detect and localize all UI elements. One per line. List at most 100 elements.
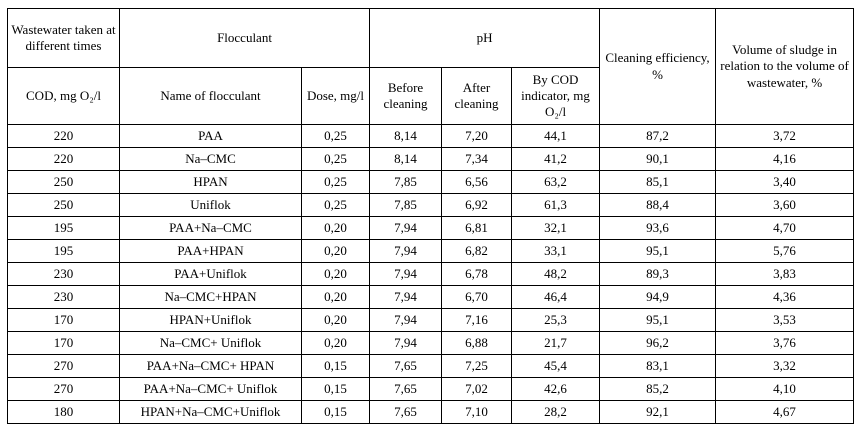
table-cell: 32,1: [511, 216, 601, 240]
table-cell: HPAN+Na–CMC+Uniflok: [119, 400, 302, 424]
table-cell: 0,20: [300, 239, 371, 263]
table-cell: 83,1: [599, 354, 717, 378]
table-cell: Na–CMC+ Uniflok: [119, 331, 302, 355]
table-cell: 42,6: [511, 377, 601, 401]
table-cell: 4,16: [715, 147, 855, 171]
table-cell: PAA+Uniflok: [119, 262, 302, 286]
table-cell: 250: [7, 193, 120, 217]
table-cell: 28,2: [511, 400, 601, 424]
table-cell: 6,78: [441, 262, 513, 286]
table-cell: 195: [7, 216, 120, 240]
table-cell: 41,2: [511, 147, 601, 171]
table-cell: 195: [7, 239, 120, 263]
table-cell: 95,1: [599, 308, 717, 332]
table-row: 220 PAA 0,25 8,14 7,20 44,1 87,2 3,72: [7, 124, 855, 148]
table-cell: 230: [7, 262, 120, 286]
table-cell: PAA+Na–CMC+ Uniflok: [119, 377, 302, 401]
header-before-cleaning: Before cleaning: [369, 67, 443, 125]
table-row: 250 HPAN 0,25 7,85 6,56 63,2 85,1 3,40: [7, 170, 855, 194]
table-cell: 7,94: [369, 216, 443, 240]
table-cell: 87,2: [599, 124, 717, 148]
table-cell: 4,10: [715, 377, 855, 401]
table-cell: 45,4: [511, 354, 601, 378]
table-cell: PAA+Na–CMC+ HPAN: [119, 354, 302, 378]
table-cell: 21,7: [511, 331, 601, 355]
table-cell: 85,1: [599, 170, 717, 194]
table-row: 230 PAA+Uniflok 0,20 7,94 6,78 48,2 89,3 3,83: [7, 262, 855, 286]
table-cell: 3,40: [715, 170, 855, 194]
header-ph-group: pH: [369, 8, 601, 68]
table-cell: 170: [7, 331, 120, 355]
table-cell: 85,2: [599, 377, 717, 401]
header-after-cleaning: After cleaning: [441, 67, 513, 125]
table-cell: 7,85: [369, 193, 443, 217]
table-cell: 25,3: [511, 308, 601, 332]
table-cell: 7,65: [369, 400, 443, 424]
table-row: 195 PAA+HPAN 0,20 7,94 6,82 33,1 95,1 5,76: [7, 239, 855, 263]
table-cell: 8,14: [369, 124, 443, 148]
table-cell: 220: [7, 147, 120, 171]
table-cell: PAA+HPAN: [119, 239, 302, 263]
table-cell: 3,53: [715, 308, 855, 332]
table-row: 270 PAA+Na–CMC+ Uniflok 0,15 7,65 7,02 42,6 85…: [7, 377, 855, 401]
table-cell: 0,25: [300, 193, 371, 217]
table-cell: 0,15: [300, 354, 371, 378]
table-cell: 44,1: [511, 124, 601, 148]
table-cell: 7,65: [369, 354, 443, 378]
table-cell: 63,2: [511, 170, 601, 194]
table-cell: 3,72: [715, 124, 855, 148]
table-cell: 230: [7, 285, 120, 309]
table-cell: 7,94: [369, 331, 443, 355]
table-cell: 7,25: [441, 354, 513, 378]
table-cell: 7,85: [369, 170, 443, 194]
table-cell: PAA+Na–CMC: [119, 216, 302, 240]
table-cell: HPAN+Uniflok: [119, 308, 302, 332]
table-cell: 0,20: [300, 285, 371, 309]
table-cell: 6,92: [441, 193, 513, 217]
table-cell: PAA: [119, 124, 302, 148]
header-dose: Dose, mg/l: [300, 67, 371, 125]
table-cell: 270: [7, 377, 120, 401]
table-row: 250 Uniflok 0,25 7,85 6,92 61,3 88,4 3,60: [7, 193, 855, 217]
table-cell: 6,81: [441, 216, 513, 240]
table-cell: 94,9: [599, 285, 717, 309]
table-cell: 0,20: [300, 262, 371, 286]
table-cell: 89,3: [599, 262, 717, 286]
table-cell: 7,20: [441, 124, 513, 148]
table-header: Wastewater taken at different times Floc…: [7, 8, 855, 125]
table-cell: 61,3: [511, 193, 601, 217]
table-cell: HPAN: [119, 170, 302, 194]
table-row: 195 PAA+Na–CMC 0,20 7,94 6,81 32,1 93,6 4,70: [7, 216, 855, 240]
table-cell: 7,94: [369, 285, 443, 309]
table-cell: 0,15: [300, 377, 371, 401]
table-cell: 6,56: [441, 170, 513, 194]
header-flocculant-name: Name of flocculant: [119, 67, 302, 125]
table-cell: 4,67: [715, 400, 855, 424]
table-cell: 6,82: [441, 239, 513, 263]
header-flocculant-group: Flocculant: [118, 8, 371, 68]
header-group-row: Wastewater taken at different times Floc…: [7, 8, 855, 125]
table-cell: 7,34: [441, 147, 513, 171]
table-cell: 92,1: [599, 400, 717, 424]
header-cleaning-efficiency: Cleaning efficiency, %: [599, 8, 717, 125]
table-cell: 0,25: [300, 147, 371, 171]
table-cell: 250: [7, 170, 120, 194]
table-cell: 95,1: [599, 239, 717, 263]
table-cell: 0,25: [300, 170, 371, 194]
table-cell: 7,65: [369, 377, 443, 401]
wastewater-flocculant-table: Wastewater taken at different times Floc…: [7, 8, 855, 424]
table-row: 170 Na–CMC+ Uniflok 0,20 7,94 6,88 21,7 96,2 3,…: [7, 331, 855, 355]
table-row: 180 HPAN+Na–CMC+Uniflok 0,15 7,65 7,10 28,2 92…: [7, 400, 855, 424]
table-cell: 90,1: [599, 147, 717, 171]
table-cell: 0,15: [300, 400, 371, 424]
table-cell: 5,76: [715, 239, 855, 263]
table-body: 220 PAA 0,25 8,14 7,20 44,1 87,2 3,72 220 Na–CMC 0…: [7, 124, 855, 424]
table-cell: 93,6: [599, 216, 717, 240]
table-cell: 7,02: [441, 377, 513, 401]
table-cell: Uniflok: [119, 193, 302, 217]
table-cell: 8,14: [369, 147, 443, 171]
header-sludge-volume: Volume of sludge in relation to the volu…: [715, 8, 855, 125]
table-cell: 3,32: [715, 354, 855, 378]
table-cell: 3,83: [715, 262, 855, 286]
